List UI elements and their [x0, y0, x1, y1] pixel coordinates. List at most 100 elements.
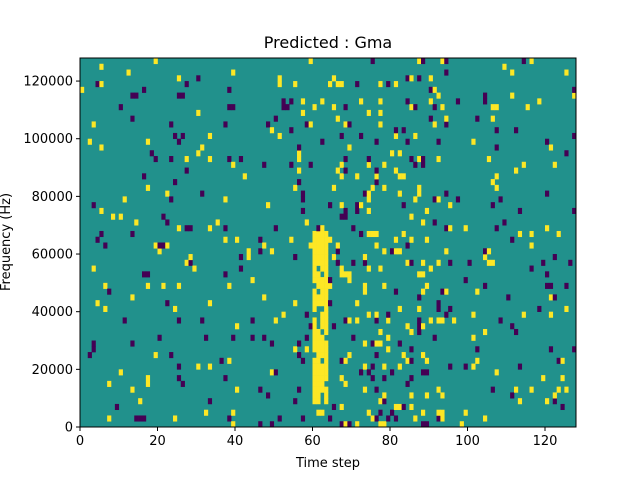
heatmap-cell [382, 248, 387, 255]
heatmap-cell [548, 144, 554, 151]
heatmap-cell [486, 248, 492, 255]
heatmap-cell [378, 121, 383, 128]
heatmap-cell [347, 121, 352, 128]
heatmap-cell [413, 132, 418, 140]
heatmap-cell [514, 328, 519, 336]
heatmap-cell [413, 104, 418, 111]
heatmap-cell [316, 236, 321, 243]
y-tick-label: 60000 [32, 248, 73, 263]
heatmap-cell [223, 236, 228, 243]
heatmap-cell [231, 334, 236, 341]
heatmap-cell [258, 248, 263, 255]
heatmap-cell [231, 409, 236, 416]
heatmap-cell [153, 242, 158, 249]
heatmap-cell [142, 415, 147, 422]
heatmap-cell [413, 161, 418, 168]
heatmap-cell [529, 265, 534, 272]
heatmap-cell [312, 242, 317, 249]
heatmap-cell [545, 282, 550, 289]
heatmap-cell [130, 340, 135, 347]
heatmap-cell [397, 248, 402, 255]
heatmap-cell [343, 317, 348, 324]
heatmap-cell [537, 305, 542, 312]
heatmap-cell [366, 369, 371, 376]
heatmap-cell [517, 207, 523, 214]
heatmap-cell [347, 317, 352, 324]
heatmap-cell [316, 271, 321, 278]
heatmap-cell [173, 305, 178, 312]
heatmap-cell [320, 236, 325, 243]
heatmap-cell [320, 254, 325, 261]
heatmap-cell [227, 156, 232, 163]
heatmap-cell [99, 144, 104, 151]
heatmap-cell [207, 225, 213, 232]
heatmap-cell [548, 294, 554, 301]
heatmap-cell [378, 81, 383, 88]
heatmap-cell [405, 357, 410, 364]
heatmap-cell [347, 352, 352, 359]
heatmap-cell [409, 156, 414, 163]
heatmap-cell [184, 81, 189, 88]
heatmap-cell [560, 375, 565, 382]
heatmap-cell [436, 138, 441, 145]
heatmap-cell [494, 184, 499, 191]
heatmap-cell [324, 294, 329, 301]
x-axis: 0 20 40 60 80 100 120 [76, 427, 557, 449]
heatmap-cell [552, 392, 557, 399]
heatmap-cell [145, 380, 151, 387]
heatmap-cell [343, 167, 348, 174]
heatmap-cell [339, 213, 344, 220]
heatmap-cell [324, 392, 329, 399]
heatmap-cell [331, 254, 337, 261]
heatmap-cell [204, 334, 209, 341]
heatmap-cell [331, 184, 337, 191]
heatmap-cell [440, 392, 445, 399]
heatmap-cell [339, 265, 344, 272]
heatmap-cell [192, 265, 197, 272]
heatmap-cell [397, 305, 402, 312]
heatmap-cell [300, 207, 306, 214]
heatmap-cell [99, 230, 104, 238]
heatmap-cell [382, 161, 387, 168]
heatmap-cell [436, 259, 441, 266]
heatmap-cell [355, 300, 360, 307]
heatmap-cell [494, 144, 499, 151]
heatmap-cell [455, 98, 461, 105]
heatmap-cell [521, 161, 526, 168]
heatmap-cell [498, 317, 503, 324]
heatmap-cell [304, 334, 309, 341]
heatmap-cell [219, 357, 224, 364]
heatmap-cell [417, 323, 422, 330]
heatmap-cell [312, 259, 317, 266]
heatmap-cell [545, 138, 550, 145]
chart-title: Predicted : Gma [264, 33, 392, 52]
heatmap-cell [374, 317, 379, 324]
heatmap-cell [331, 403, 337, 411]
heatmap-cell [316, 357, 321, 364]
heatmap-cell [258, 421, 263, 428]
heatmap-cell [126, 69, 131, 76]
heatmap-cell [231, 104, 236, 111]
heatmap-cell [483, 248, 488, 255]
x-tick-label: 80 [382, 434, 399, 449]
heatmap-cell [250, 317, 255, 324]
heatmap-cell [297, 150, 302, 157]
heatmap-cell [506, 294, 511, 301]
heatmap-cell [238, 265, 244, 272]
heatmap-cell [440, 415, 445, 422]
heatmap-cell [463, 409, 468, 416]
heatmap-cell [312, 248, 317, 255]
heatmap-cell [339, 271, 344, 278]
heatmap-cell [548, 311, 554, 318]
heatmap-cell [339, 132, 344, 140]
heatmap-cell [91, 121, 96, 128]
heatmap-cell [324, 236, 329, 243]
heatmap-cell [312, 334, 317, 341]
heatmap-cell [541, 375, 546, 382]
heatmap-cell [424, 421, 430, 428]
heatmap-cell [494, 225, 499, 232]
heatmap-cell [382, 375, 387, 382]
heatmap-cell [444, 115, 449, 122]
heatmap-cell [359, 98, 364, 105]
heatmap-cell [312, 254, 317, 261]
